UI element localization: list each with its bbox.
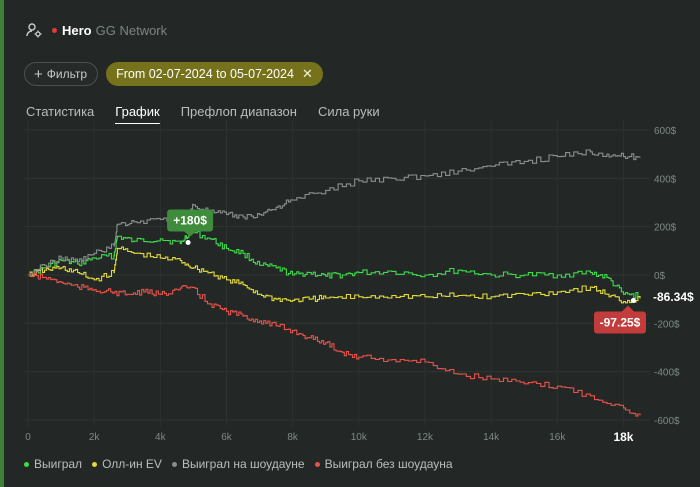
date-range-chip[interactable]: From 02-07-2024 to 05-07-2024 ✕ bbox=[106, 62, 323, 86]
tab-statistics[interactable]: Статистика bbox=[26, 104, 95, 119]
add-filter-button[interactable]: + Фильтр bbox=[24, 62, 99, 86]
callout-pointer bbox=[622, 305, 634, 312]
x-tick-label: 8k bbox=[287, 432, 299, 443]
y-tick-label: 0$ bbox=[654, 271, 666, 282]
y-tick-label: -600$ bbox=[654, 416, 680, 427]
tab-hand-strength[interactable]: Сила руки bbox=[317, 104, 380, 119]
callout-point bbox=[185, 240, 191, 245]
legend-label: Выиграл без шоудауна bbox=[324, 457, 453, 471]
x-tick-label: 14k bbox=[483, 432, 500, 443]
tabs: Статистика График Префлоп диапазон Сила … bbox=[26, 104, 401, 124]
legend-dot bbox=[24, 461, 29, 467]
legend-item-non-showdown[interactable]: Выиграл без шоудауна bbox=[314, 457, 453, 471]
y-tick-label: 200$ bbox=[654, 223, 677, 234]
callout-label-ev: -97.25$ bbox=[600, 316, 641, 330]
x-tick-label: 2k bbox=[89, 432, 101, 443]
x-tick-label: 18k bbox=[613, 430, 633, 444]
filter-row: + Фильтр From 02-07-2024 to 05-07-2024 ✕ bbox=[24, 62, 323, 86]
player-name: Hero bbox=[62, 22, 92, 38]
y-tick-label: -200$ bbox=[654, 319, 680, 330]
close-icon[interactable]: ✕ bbox=[301, 66, 313, 81]
legend-dot bbox=[92, 461, 98, 467]
x-tick-label: 10k bbox=[351, 432, 368, 443]
callout-label-max: +180$ bbox=[173, 214, 207, 228]
x-tick-label: 4k bbox=[155, 432, 167, 443]
legend-item-showdown[interactable]: Выиграл на шоудауне bbox=[171, 457, 305, 471]
callout-pointer bbox=[184, 231, 197, 237]
callout-box-ev bbox=[594, 311, 646, 334]
header: Hero GG Network bbox=[26, 20, 167, 40]
y-tick-label: 400$ bbox=[654, 174, 677, 185]
callout-box-max bbox=[167, 209, 214, 232]
legend-label: Олл-ин EV bbox=[102, 457, 162, 471]
series-line-3 bbox=[28, 272, 641, 417]
series-line-1 bbox=[28, 246, 641, 304]
legend-dot bbox=[314, 461, 320, 467]
filter-label: Фильтр bbox=[46, 67, 88, 81]
status-dot bbox=[52, 27, 57, 33]
y-tick-label: -400$ bbox=[654, 368, 680, 379]
x-tick-label: 6k bbox=[221, 432, 233, 443]
user-settings-icon[interactable] bbox=[26, 22, 42, 38]
end-label-won: -86.34$ bbox=[653, 290, 694, 304]
x-tick-label: 16k bbox=[549, 432, 566, 443]
legend-label: Выиграл bbox=[34, 457, 83, 471]
legend-item-allin-ev[interactable]: Олл-ин EV bbox=[92, 457, 162, 471]
chart-legend: Выиграл Олл-ин EV Выиграл на шоудауне Вы… bbox=[24, 457, 463, 471]
x-tick-label: 12k bbox=[417, 432, 434, 443]
y-tick-label: 600$ bbox=[654, 126, 677, 137]
x-tick-label: 0 bbox=[25, 432, 31, 443]
date-range-label: From 02-07-2024 to 05-07-2024 bbox=[116, 67, 294, 81]
plus-icon: + bbox=[34, 65, 43, 83]
series-line-0 bbox=[28, 230, 641, 299]
tab-preflop-range[interactable]: Префлоп диапазон bbox=[180, 104, 297, 119]
legend-label: Выиграл на шоудауне bbox=[181, 457, 305, 471]
tab-graph[interactable]: График bbox=[115, 104, 160, 124]
network-name: GG Network bbox=[95, 22, 168, 38]
legend-item-won[interactable]: Выиграл bbox=[24, 457, 82, 471]
left-accent-bar bbox=[0, 0, 4, 487]
series-line-2 bbox=[28, 149, 641, 276]
callout-point bbox=[630, 298, 636, 304]
legend-dot bbox=[171, 461, 177, 467]
